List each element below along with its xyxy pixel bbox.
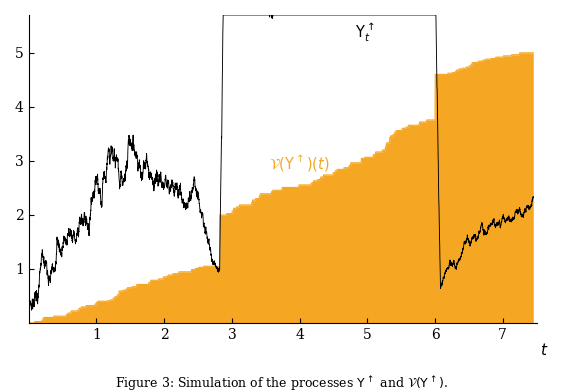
Text: Figure 3: Simulation of the processes $\Upsilon^{\uparrow}$ and $\mathcal{V}(\Up: Figure 3: Simulation of the processes $\…: [115, 374, 448, 392]
Text: $\mathcal{V}(\Upsilon^{\uparrow})(t)$: $\mathcal{V}(\Upsilon^{\uparrow})(t)$: [269, 153, 330, 173]
Text: $\Upsilon^{\uparrow}_{t}$: $\Upsilon^{\uparrow}_{t}$: [355, 22, 375, 44]
Text: $t$: $t$: [540, 342, 548, 358]
